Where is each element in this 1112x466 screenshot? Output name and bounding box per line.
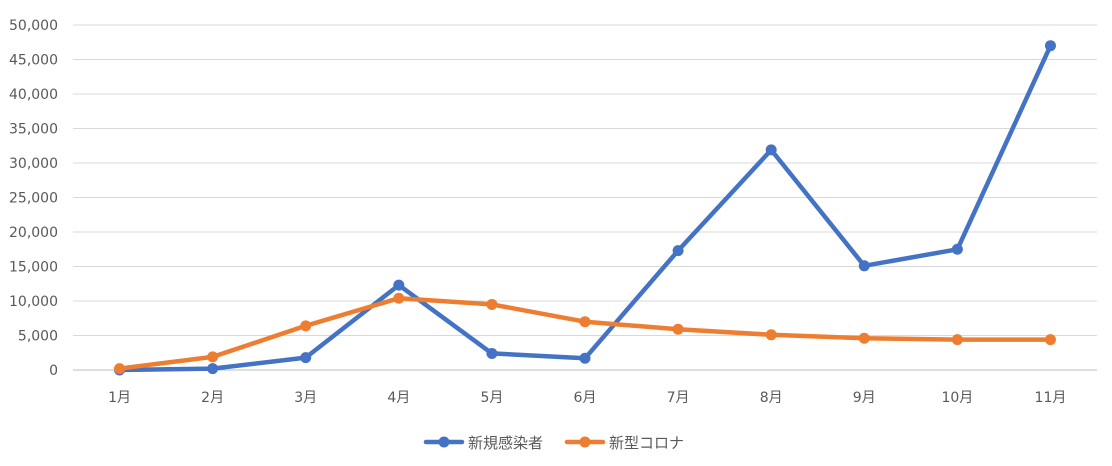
- legend-item: 新型コロナ: [564, 434, 684, 452]
- data-point: [672, 323, 684, 335]
- x-axis: 1月 2月 3月 4月 5月 6月 7月 8月 9月 10月 11月: [108, 390, 1066, 406]
- x-tick-label: 10月: [941, 390, 973, 406]
- data-point: [393, 292, 405, 304]
- data-point: [1044, 40, 1056, 52]
- data-point: [486, 347, 498, 359]
- data-point: [207, 351, 219, 363]
- y-tick-label: 40,000: [9, 87, 58, 103]
- y-tick-label: 10,000: [9, 294, 58, 310]
- y-tick-label: 45,000: [9, 53, 58, 69]
- data-point: [486, 298, 498, 310]
- y-tick-label: 5,000: [18, 329, 58, 345]
- data-point: [858, 260, 870, 272]
- x-tick-label: 11月: [1035, 390, 1067, 406]
- y-tick-label: 0: [49, 363, 58, 379]
- x-tick-label: 1月: [108, 390, 131, 406]
- y-tick-label: 20,000: [9, 225, 58, 241]
- y-tick-label: 25,000: [9, 191, 58, 207]
- legend-item: 新規感染者: [423, 434, 543, 452]
- y-tick-label: 50,000: [9, 18, 58, 34]
- x-tick-label: 4月: [387, 390, 410, 406]
- data-point: [579, 352, 591, 364]
- data-point: [393, 279, 405, 291]
- data-point: [207, 363, 219, 375]
- y-tick-label: 15,000: [9, 260, 58, 276]
- legend-label: 新規感染者: [468, 434, 543, 452]
- x-tick-label: 2月: [201, 390, 224, 406]
- legend-label: 新型コロナ: [609, 434, 684, 452]
- gridlines: [73, 24, 1097, 371]
- legend-swatch-marker: [438, 436, 450, 448]
- data-point: [765, 329, 777, 341]
- series-layer: [114, 40, 1056, 376]
- x-tick-label: 5月: [480, 390, 503, 406]
- data-point: [579, 316, 591, 328]
- series-2: [114, 292, 1056, 375]
- data-point: [765, 144, 777, 156]
- data-point: [300, 320, 312, 332]
- x-tick-label: 7月: [667, 390, 690, 406]
- x-tick-label: 8月: [760, 390, 783, 406]
- x-tick-label: 9月: [853, 390, 876, 406]
- data-point: [114, 363, 126, 375]
- data-point: [858, 332, 870, 344]
- x-tick-label: 6月: [574, 390, 597, 406]
- data-point: [300, 352, 312, 364]
- legend: 新規感染者 新型コロナ: [423, 434, 684, 452]
- y-tick-label: 30,000: [9, 156, 58, 172]
- legend-swatch-marker: [579, 436, 591, 448]
- y-tick-label: 35,000: [9, 122, 58, 138]
- data-point: [672, 245, 684, 257]
- data-point: [951, 243, 963, 255]
- data-point: [1044, 334, 1056, 346]
- x-tick-label: 3月: [294, 390, 317, 406]
- y-axis: 0 5,000 10,000 15,000 20,000 25,000 30,000 35,0…: [9, 18, 58, 379]
- data-point: [951, 334, 963, 346]
